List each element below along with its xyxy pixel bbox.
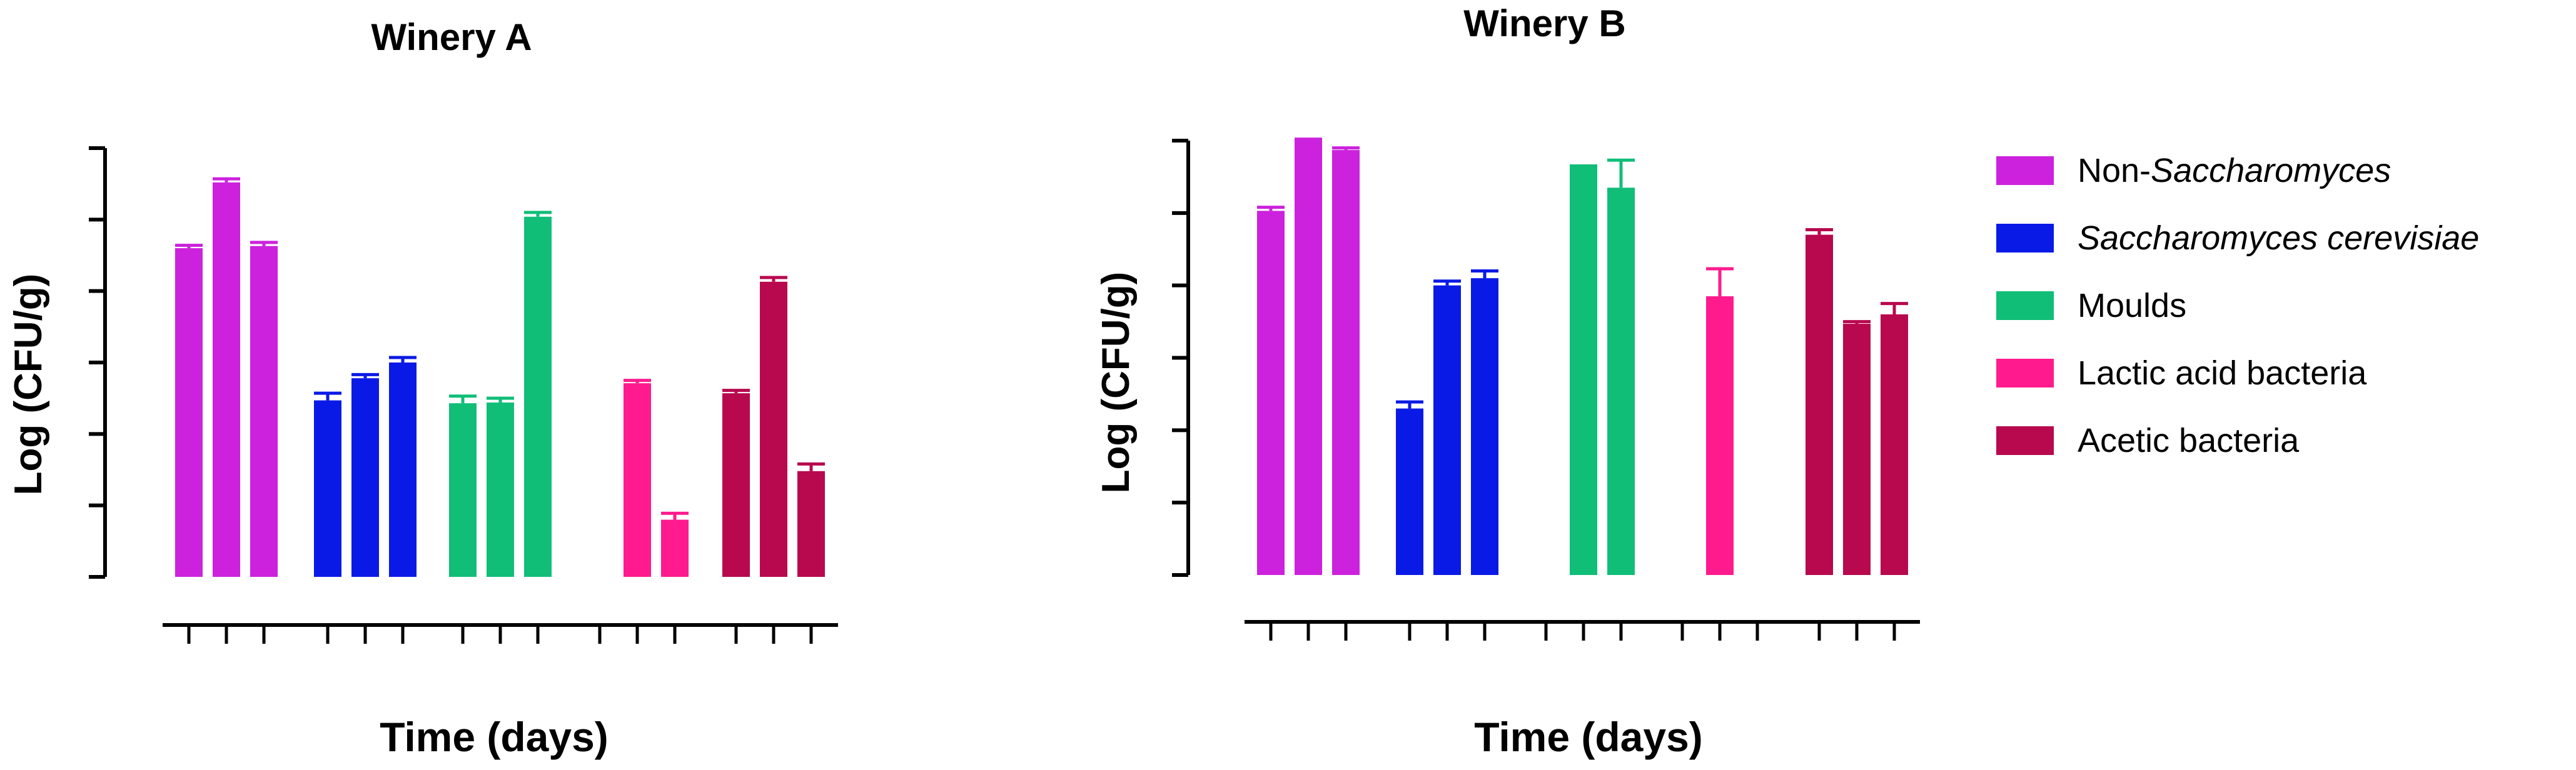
legend-label-text: Lactic acid bacteria [2078,354,2367,392]
chart-a-bar [661,519,689,577]
legend-swatch-moulds [1996,291,2054,320]
chart-a-bar [487,402,514,577]
legend-label-text: Non- [2078,152,2151,189]
chart-a-bar [624,383,651,577]
chart-a-title: Winery A [371,16,532,58]
chart-b-bar [1570,167,1597,575]
chart-b-bar [1257,211,1285,575]
chart-a-y-label: Log (CFU/g) [7,274,50,496]
legend-label-italic-text: Saccharomyces [2151,152,2391,189]
legend-swatch-acetic [1996,426,2054,455]
chart-a-bar [389,362,417,577]
legend-label-italic-text: Saccharomyces cerevisiae [2078,219,2479,257]
chart-winery-b: Winery B Log (CFU/g) Time (days) [1094,2,1920,760]
legend-swatch-saccharomyces [1996,224,2054,252]
chart-a-bars [175,177,825,578]
legend-label-acetic: Acetic bacteria [2078,422,2300,459]
chart-a-bar [351,378,379,577]
chart-b-x-label: Time (days) [1474,714,1703,760]
chart-a-x-label: Time (days) [380,714,609,760]
chart-b-bar [1843,324,1871,575]
chart-b-bar [1706,296,1734,575]
chart-a-bar [524,216,552,577]
chart-b-bar [1471,278,1498,575]
chart-b-bar [1806,234,1833,575]
legend-label-lactic: Lactic acid bacteria [2078,354,2367,392]
chart-b-bar [1433,285,1461,575]
legend: Non-Saccharomyces Saccharomyces cerevisia… [1996,152,2479,459]
chart-b-bar [1881,314,1908,575]
chart-a-bar [250,246,278,577]
chart-a-axes [89,146,838,644]
legend-swatch-lactic [1996,359,2054,388]
chart-a-bar [722,393,750,577]
chart-b-title: Winery B [1463,2,1626,44]
chart-winery-a: Winery A Log (CFU/g) Time (days) [7,16,838,760]
chart-a-bar [314,400,341,577]
chart-a-bar [213,182,240,577]
legend-label-moulds: Moulds [2078,287,2186,324]
chart-b-bars [1257,138,1908,576]
chart-b-bar [1607,188,1635,576]
legend-label-text: Acetic bacteria [2078,422,2300,459]
chart-a-bar [797,471,825,577]
chart-a-bar [449,403,477,577]
chart-b-bar [1396,408,1423,575]
chart-b-y-label: Log (CFU/g) [1094,272,1138,494]
legend-label-non_saccharomyces: Non-Saccharomyces [2078,152,2391,189]
chart-a-bar [175,248,203,578]
chart-a-bar [760,281,787,577]
legend-label-saccharomyces: Saccharomyces cerevisiae [2078,219,2479,257]
chart-b-axes [1172,139,1920,641]
chart-b-bar [1295,141,1322,575]
legend-label-text: Moulds [2078,287,2186,324]
chart-b-bar [1332,150,1360,575]
legend-swatch-non_saccharomyces [1996,156,2054,185]
